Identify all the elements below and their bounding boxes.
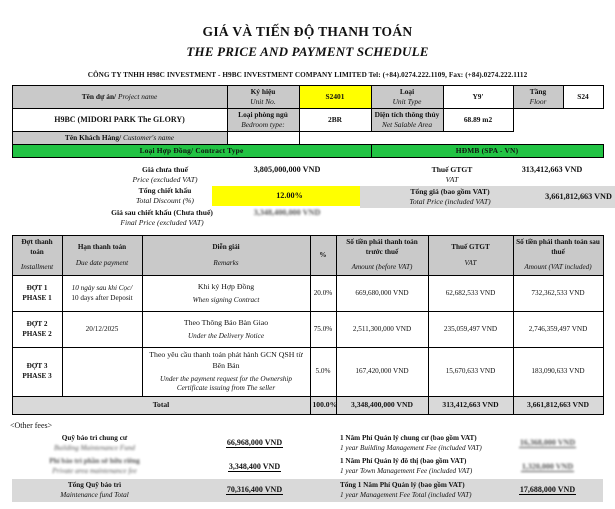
amount-before-vat-cell: 2,511,300,000 VND	[335, 311, 429, 349]
unit-type-label: Loại Unit Type	[370, 85, 444, 110]
vat-cell: 235,059,497 VND	[427, 311, 514, 349]
maintenance-fund-total-label: Tổng Quỹ bảo trì Maintenance fund Total	[12, 478, 177, 503]
total-discount-label: Tổng chiết khấu Total Discount (%)	[136, 185, 194, 206]
other-fees-table: Quỹ bảo trì chung cư Building Maintenanc…	[12, 432, 603, 503]
price-summary: Giá chưa thuế Price (excluded VAT) 3,805…	[12, 165, 615, 228]
due-date-cell: 20/12/2025	[61, 311, 143, 349]
payment-schedule-table: Đợt thanh toán Installment Hạn thanh toá…	[11, 234, 604, 415]
remarks-cell: Theo Thông Báo Bàn Giao Under the Delive…	[141, 311, 311, 349]
due-date-cell	[61, 347, 143, 397]
table-total-row: Tổng Quỹ bảo trì Maintenance fund Total …	[12, 478, 603, 503]
total-percent: 100.0%	[309, 396, 337, 415]
other-fees-heading: <Other fees>	[10, 421, 53, 430]
floor-value: S24	[562, 85, 604, 110]
private-maintenance-label: Phí bảo trì phần sở hữu riêng Private ar…	[49, 457, 140, 476]
final-price-label: Giá sau chiết khấu (Chưa thuế) Final Pri…	[111, 207, 213, 228]
unit-no-label: Ký hiệu Unit No.	[226, 85, 300, 110]
percent-cell: 5.0%	[309, 347, 337, 397]
table-row: Tên Khách Hàng/ Customer's name	[11, 131, 603, 145]
col-vat: Thuế GTGT VAT	[427, 234, 514, 277]
project-name-value: H9BC (MIDORI PARK The GLORY)	[11, 108, 228, 132]
empty-cell	[513, 108, 603, 132]
price-row-discount: Tổng chiết khấu Total Discount (%) 12.00…	[12, 185, 615, 208]
total-discount-value: 12.00%	[212, 185, 367, 206]
price-excl-vat-label: Giá chưa thuế Price (excluded VAT)	[132, 164, 198, 185]
maintenance-fund-label: Quỹ bảo trì chung cư Building Maintenanc…	[53, 434, 136, 452]
town-mgmt-fee-label: 1 Năm Phí Quản lý đô thị (bao gồm VAT) 1…	[340, 457, 473, 476]
table-header-row: Đợt thanh toán Installment Hạn thanh toá…	[11, 234, 604, 277]
installment-cell: ĐỢT 1 PHASE 1	[11, 275, 63, 313]
document-header: GIÁ VÀ TIẾN ĐỘ THANH TOÁN THE PRICE AND …	[0, 0, 615, 61]
private-maintenance-value: 3,348,400 VND	[227, 461, 282, 472]
mgmt-fee-total-label: Tổng 1 Năm Phí Quản lý (bao gồm VAT) 1 y…	[332, 478, 492, 503]
table-row: Tên dự án/ Project name Ký hiệu Unit No.…	[11, 85, 604, 110]
due-date-cell: 10 ngày sau khi Cọc/ 10 days after Depos…	[61, 275, 143, 313]
percent-cell: 20.0%	[309, 275, 337, 313]
table-row: ĐỢT 3 PHASE 3 Theo yêu cầu thanh toán ph…	[11, 347, 604, 397]
vat-label: Thuế GTGT VAT	[431, 164, 473, 185]
page-title-en: THE PRICE AND PAYMENT SCHEDULE	[186, 43, 429, 59]
project-name-label: Tên dự án/ Project name	[11, 85, 228, 110]
customer-name-label: Tên Khách Hàng/ Customer's name	[11, 131, 228, 145]
total-after-vat: 3,661,812,663 VND	[512, 396, 604, 415]
customer-name-value	[226, 131, 300, 145]
bedroom-type-label: Loại phòng ngủ Bedroom type:	[226, 108, 300, 132]
total-price-incl-vat-label: Tổng giá (bao gồm VAT) Total Price (incl…	[360, 185, 540, 208]
price-row-final: Giá sau chiết khấu (Chưa thuế) Final Pri…	[12, 208, 603, 228]
bedroom-type-value: 2BR	[298, 108, 372, 132]
unit-info-table: Tên dự án/ Project name Ký hiệu Unit No.…	[11, 85, 604, 158]
col-remarks: Diễn giải Remarks	[141, 234, 311, 277]
town-mgmt-fee-value: 1,320,000 VND	[520, 461, 575, 472]
col-amount-after-vat: Số tiền phải thanh toán sau thuế Amount …	[512, 234, 604, 277]
unit-no-value: S2401	[298, 85, 372, 110]
installment-cell: ĐỢT 2 PHASE 2	[11, 311, 63, 349]
building-mgmt-fee-value: 16,368,000 VND	[518, 438, 577, 449]
vat-cell: 15,670,633 VND	[427, 347, 514, 397]
net-area-value: 68.89 m2	[442, 108, 514, 132]
empty-cell	[299, 131, 603, 145]
amount-before-vat-cell: 669,680,000 VND	[335, 275, 429, 313]
col-percent: %	[309, 234, 337, 277]
percent-cell: 75.0%	[309, 311, 337, 349]
net-area-label: Diện tích thông thủy Net Salable Area	[370, 108, 444, 132]
amount-after-vat-cell: 2,746,359,497 VND	[512, 311, 604, 349]
contract-type-value: HĐMB (SPA - VN)	[370, 143, 604, 158]
price-excl-vat-value: 3,805,000,000 VND	[253, 164, 321, 174]
vat-value: 313,412,663 VND	[521, 164, 583, 174]
building-mgmt-fee-label: 1 Năm Phí Quản lý chung cư (bao gồm VAT)…	[340, 434, 482, 452]
maintenance-fund-total-value: 70,316,400 VND	[177, 478, 332, 503]
col-installment: Đợt thanh toán Installment	[11, 234, 63, 277]
table-row: H9BC (MIDORI PARK The GLORY) Loại phòng …	[11, 108, 603, 132]
remarks-cell: Khi ký Hợp Đồng When signing Contract	[141, 275, 311, 313]
total-price-incl-vat-value: 3,661,812,663 VND	[540, 185, 615, 208]
table-row: ĐỢT 1 PHASE 1 10 ngày sau khi Cọc/ 10 da…	[11, 275, 604, 313]
table-total-row: Total 100.0% 3,348,400,000 VND 313,412,6…	[11, 396, 604, 415]
col-amount-before-vat: Số tiền phải thanh toán trước thuế Amoun…	[335, 234, 429, 277]
total-before-vat: 3,348,400,000 VND	[335, 396, 429, 415]
installment-cell: ĐỢT 3 PHASE 3	[11, 347, 63, 397]
total-label: Total	[11, 396, 311, 415]
total-vat: 313,412,663 VND	[427, 396, 514, 415]
table-row: Phí bảo trì phần sở hữu riêng Private ar…	[12, 455, 603, 478]
final-price-value: 3,348,400,000 VND	[253, 207, 321, 217]
mgmt-fee-total-value: 17,688,000 VND	[492, 478, 603, 503]
table-row: Loại Hợp Đồng/ Contract Type HĐMB (SPA -…	[11, 143, 604, 158]
price-row-excluded-vat: Giá chưa thuế Price (excluded VAT) 3,805…	[12, 165, 603, 186]
floor-label: Tầng Floor	[512, 85, 564, 110]
amount-before-vat-cell: 167,420,000 VND	[335, 347, 429, 397]
table-row: Quỹ bảo trì chung cư Building Maintenanc…	[12, 432, 603, 455]
page-title-vn: GIÁ VÀ TIẾN ĐỘ THANH TOÁN	[202, 24, 413, 39]
col-due-date: Hạn thanh toán Due date payment	[61, 234, 143, 277]
maintenance-fund-value: 66,968,000 VND	[225, 438, 284, 449]
contract-type-label: Loại Hợp Đồng/ Contract Type	[11, 143, 372, 158]
unit-type-value: Y9'	[442, 85, 514, 110]
remarks-cell: Theo yêu cầu thanh toán phát hành GCN QS…	[141, 347, 311, 397]
company-line: CÔNG TY TNHH H98C INVESTMENT - H9BC INVE…	[87, 71, 528, 80]
table-row: ĐỢT 2 PHASE 2 20/12/2025 Theo Thông Báo …	[11, 311, 604, 349]
amount-after-vat-cell: 732,362,533 VND	[512, 275, 604, 313]
amount-after-vat-cell: 183,090,633 VND	[512, 347, 604, 397]
vat-cell: 62,682,533 VND	[427, 275, 514, 313]
